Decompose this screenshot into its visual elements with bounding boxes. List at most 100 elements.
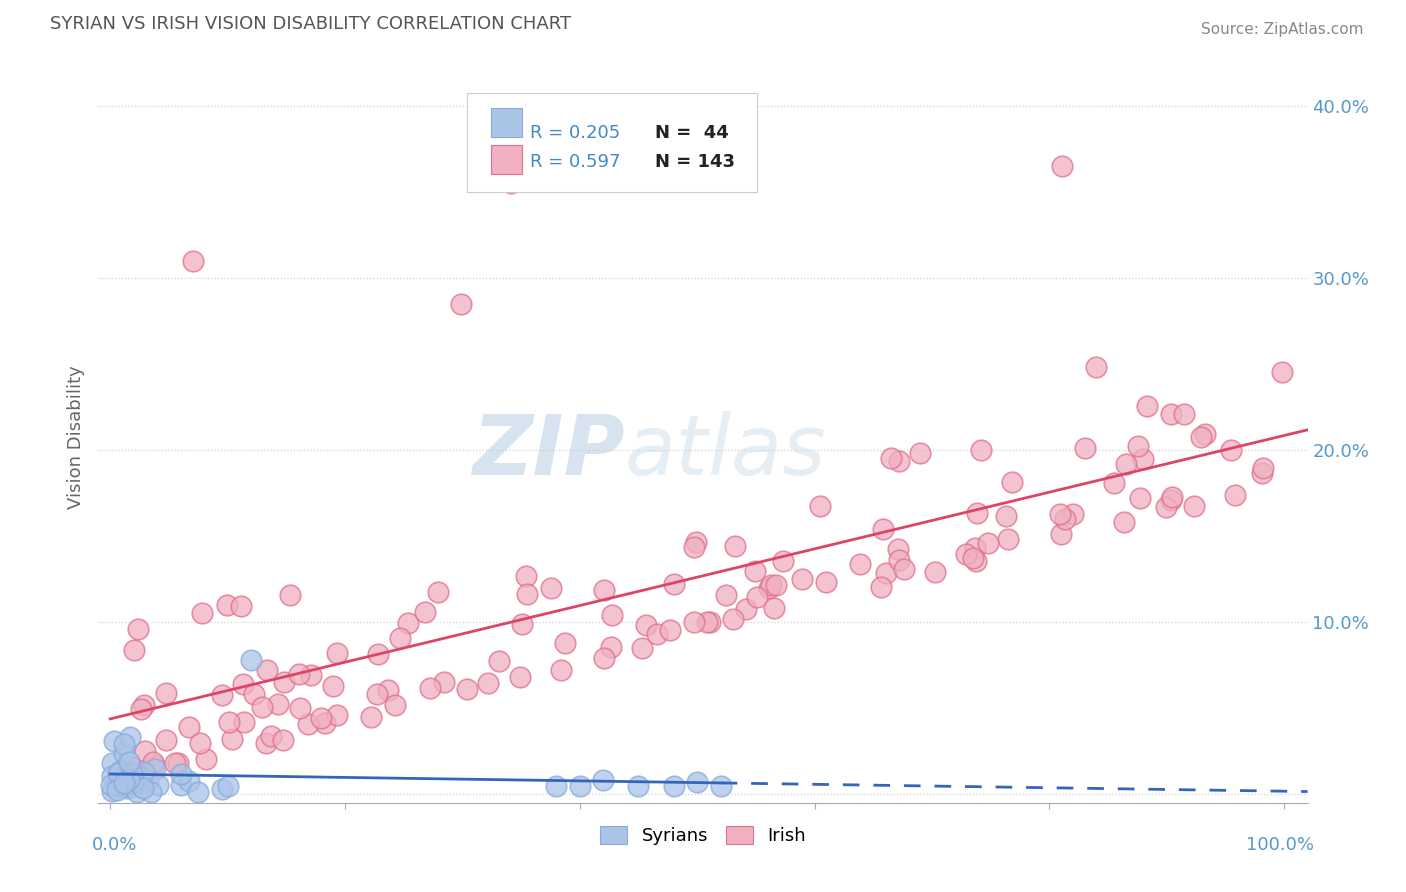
Text: SYRIAN VS IRISH VISION DISABILITY CORRELATION CHART: SYRIAN VS IRISH VISION DISABILITY CORREL… bbox=[51, 14, 571, 33]
Point bbox=[1049, 526, 1071, 541]
Point bbox=[759, 578, 782, 592]
Point bbox=[450, 296, 472, 310]
Point bbox=[1084, 360, 1107, 375]
Point bbox=[129, 702, 152, 716]
Point bbox=[1250, 467, 1272, 481]
Point bbox=[662, 779, 685, 793]
Point bbox=[792, 572, 814, 586]
Point bbox=[127, 622, 149, 636]
Point bbox=[600, 607, 623, 622]
Point bbox=[714, 588, 737, 602]
Point bbox=[105, 778, 128, 792]
Point bbox=[426, 584, 449, 599]
Point bbox=[194, 752, 217, 766]
Point bbox=[121, 767, 143, 781]
Point bbox=[120, 780, 142, 794]
Point bbox=[146, 778, 169, 792]
Point bbox=[634, 617, 657, 632]
Point bbox=[685, 535, 707, 549]
Point bbox=[242, 687, 264, 701]
Point bbox=[101, 756, 124, 770]
Point bbox=[1160, 407, 1182, 421]
Point bbox=[659, 623, 682, 637]
Point bbox=[772, 554, 794, 568]
Point bbox=[510, 617, 533, 632]
Point bbox=[686, 775, 709, 789]
Point bbox=[808, 499, 831, 513]
Point bbox=[631, 641, 654, 656]
Point bbox=[1001, 475, 1024, 489]
Point bbox=[273, 674, 295, 689]
Point bbox=[516, 587, 538, 601]
Point bbox=[122, 774, 145, 789]
Point bbox=[188, 736, 211, 750]
Point bbox=[488, 654, 510, 668]
Point bbox=[1136, 399, 1159, 413]
Point bbox=[254, 736, 277, 750]
Point bbox=[115, 780, 138, 795]
Point bbox=[177, 774, 200, 789]
FancyBboxPatch shape bbox=[492, 108, 522, 136]
Point bbox=[377, 682, 399, 697]
Point bbox=[122, 764, 145, 779]
Point bbox=[745, 590, 768, 604]
Point bbox=[554, 636, 576, 650]
Point bbox=[100, 778, 122, 792]
Point bbox=[1053, 512, 1076, 526]
Point bbox=[233, 714, 256, 729]
Text: 0.0%: 0.0% bbox=[93, 836, 138, 854]
Point bbox=[848, 557, 870, 571]
Point bbox=[271, 733, 294, 747]
Point bbox=[710, 779, 733, 793]
Point bbox=[721, 612, 744, 626]
Point bbox=[1220, 443, 1243, 458]
Point bbox=[297, 717, 319, 731]
Point bbox=[1251, 460, 1274, 475]
Point bbox=[366, 687, 388, 701]
Point bbox=[546, 779, 568, 793]
Point bbox=[724, 539, 747, 553]
Point bbox=[1132, 452, 1154, 467]
Point bbox=[456, 682, 478, 697]
Point bbox=[101, 769, 124, 783]
Point bbox=[963, 541, 986, 555]
Point bbox=[869, 580, 891, 594]
Point bbox=[309, 711, 332, 725]
Point bbox=[758, 581, 780, 595]
Point bbox=[1223, 487, 1246, 501]
Text: R = 0.597: R = 0.597 bbox=[530, 153, 620, 171]
Point bbox=[1161, 490, 1184, 504]
Point bbox=[108, 779, 131, 793]
Point bbox=[288, 667, 311, 681]
Point bbox=[1194, 427, 1216, 442]
Point bbox=[191, 607, 214, 621]
Point bbox=[142, 755, 165, 769]
Point bbox=[887, 454, 910, 468]
Point bbox=[118, 772, 141, 786]
Point bbox=[744, 565, 766, 579]
Point bbox=[211, 781, 233, 796]
Point bbox=[696, 615, 718, 630]
Point bbox=[965, 554, 987, 568]
Point bbox=[139, 785, 162, 799]
Point bbox=[167, 756, 190, 771]
Point bbox=[169, 766, 191, 780]
FancyBboxPatch shape bbox=[492, 145, 522, 174]
Point bbox=[117, 770, 139, 784]
Text: 100.0%: 100.0% bbox=[1246, 836, 1313, 854]
Point bbox=[970, 443, 993, 458]
Point bbox=[683, 615, 706, 630]
FancyBboxPatch shape bbox=[467, 94, 758, 192]
Point bbox=[232, 677, 254, 691]
Point bbox=[170, 778, 193, 792]
Point bbox=[1184, 499, 1206, 513]
Point bbox=[699, 615, 721, 629]
Point bbox=[132, 698, 155, 712]
Point bbox=[217, 779, 239, 793]
Text: N = 143: N = 143 bbox=[655, 153, 734, 171]
Point bbox=[515, 569, 537, 583]
Point bbox=[550, 663, 572, 677]
Point bbox=[163, 756, 186, 770]
Point bbox=[924, 565, 946, 579]
Point bbox=[367, 647, 389, 661]
